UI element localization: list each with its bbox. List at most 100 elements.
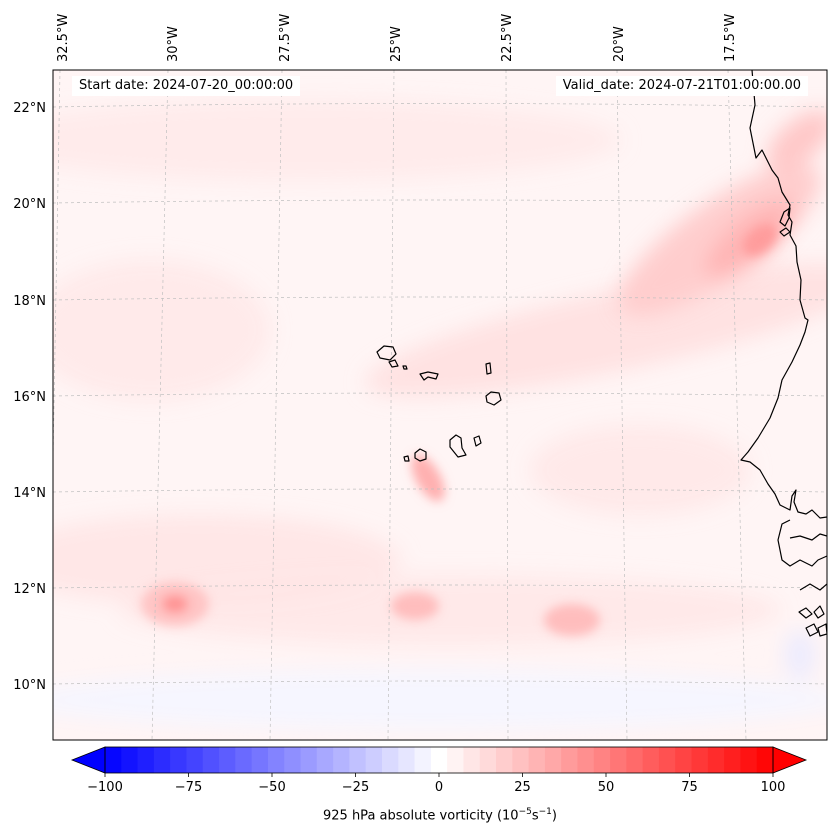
colorbar-cell	[235, 747, 253, 773]
colorbar-cell	[528, 747, 546, 773]
colorbar-ticks: −100 −75 −50 −25 0 25 50 75 100	[87, 773, 785, 795]
bissagos-island-2	[813, 605, 825, 619]
colorbar-cell	[544, 747, 562, 773]
colorbar-cell	[675, 747, 692, 773]
island-boa-vista	[485, 391, 502, 406]
lon-label-2: 27.5°W	[278, 14, 293, 62]
colorbar-cell	[593, 747, 611, 773]
colorbar-cell	[756, 747, 774, 773]
lon-label-6: 17.5°W	[723, 14, 738, 62]
parallel-12n	[53, 584, 827, 589]
island-santiago	[449, 434, 467, 458]
colorbar-cell	[610, 747, 627, 773]
parallel-18n	[53, 296, 827, 301]
bg-band-north	[53, 100, 620, 180]
colorbar-cell	[284, 747, 301, 773]
bissagos-island-1	[798, 607, 813, 619]
coastlines	[376, 70, 827, 637]
colorbar-cell	[398, 747, 415, 773]
island-fogo	[414, 448, 427, 462]
lon-label-0: 32.5°W	[56, 14, 71, 62]
meridian-25w	[387, 70, 395, 740]
valid-date-label: Valid_date: 2024-07-21T01:00:00.00	[555, 76, 808, 96]
parallel-16n	[53, 392, 827, 397]
colorbar-cell	[137, 747, 155, 773]
parallel-14n	[53, 488, 827, 493]
bg-band-southeast	[530, 425, 750, 515]
bissagos-island-4	[817, 623, 827, 637]
lat-label-4: 14°N	[13, 486, 46, 501]
neg-spot-east	[785, 630, 815, 680]
colorbar-cell	[626, 747, 644, 773]
bissagos-coast	[799, 583, 827, 591]
coast-north-streak	[766, 110, 827, 170]
meridian-17-5w	[727, 70, 747, 740]
colorbar-high-extension	[772, 746, 808, 774]
colorbar-cell	[691, 747, 709, 773]
colorbar-title-end: )	[551, 808, 557, 824]
meridian-27-5w	[269, 70, 283, 740]
colorbar-cell	[658, 747, 676, 773]
colorbar-tick-label: 50	[598, 780, 615, 795]
colorbar-cell	[479, 747, 497, 773]
map-frame	[52, 69, 828, 741]
colorbar-cell	[447, 747, 464, 773]
lon-label-1: 30°W	[166, 26, 181, 62]
colorbar-tick-label: −25	[342, 780, 369, 795]
lat-label-1: 20°N	[13, 197, 46, 212]
lat-label-3: 16°N	[13, 390, 46, 405]
colorbar-cell	[251, 747, 269, 773]
island-sal	[485, 362, 492, 375]
colorbar-cell	[577, 747, 595, 773]
coast-core	[742, 224, 778, 256]
colorbar-cell	[316, 747, 334, 773]
colorbar-cell	[121, 747, 138, 773]
colorbar-title-mid: s	[531, 808, 539, 824]
colorbar-tick-label: 100	[761, 780, 786, 795]
colorbar-cell	[365, 747, 383, 773]
bg-band-west	[53, 260, 270, 400]
lon-label-4: 22.5°W	[500, 14, 515, 62]
colorbar-tick-label: −100	[87, 780, 123, 795]
colorbar-title-exp1: −5	[518, 807, 532, 817]
colorbar-tick-label: 75	[681, 780, 698, 795]
colorbar-tick-label: −75	[175, 780, 202, 795]
colorbar-title: 925 hPa absolute vorticity (10−5s−1)	[0, 807, 837, 823]
colorbar-cell	[740, 747, 758, 773]
bg-band-south	[120, 575, 780, 645]
meridian-20w	[616, 70, 628, 740]
colorbar-cell	[186, 747, 204, 773]
bg-band-mid	[365, 263, 827, 397]
meridian-30w	[151, 70, 169, 740]
parallel-10n	[53, 680, 827, 685]
colorbar-cell	[333, 747, 350, 773]
lat-label-6: 10°N	[13, 678, 46, 693]
colorbar-tick-label: 25	[514, 780, 531, 795]
colorbar-cell	[463, 747, 481, 773]
lon-label-3: 25°W	[389, 26, 404, 62]
colorbar-cell	[105, 747, 122, 773]
colorbar-title-exp2: −1	[538, 807, 552, 817]
vortex-sw-core	[162, 595, 188, 613]
colorbar-cell	[202, 747, 220, 773]
neg-band-south	[53, 670, 827, 730]
lee-streak	[411, 454, 445, 502]
colorbar-cell	[349, 747, 367, 773]
island-sao-nicolau	[419, 371, 439, 381]
colorbar-cell	[267, 747, 285, 773]
colorbar-low-extension	[70, 746, 106, 774]
colorbar-cell	[300, 747, 318, 773]
meridian-22-5w	[505, 70, 509, 740]
colorbar: −100 −75 −50 −25 0 25 50 75 100	[70, 746, 808, 795]
colorbar-cells	[105, 747, 774, 773]
island-sao-vicente	[388, 359, 399, 368]
colorbar-cell	[430, 747, 448, 773]
colorbar-tick-label: 0	[435, 780, 443, 795]
vortex-se	[544, 604, 600, 636]
island-santa-luzia	[402, 365, 408, 370]
graticule	[53, 70, 827, 740]
colorbar-cell	[642, 747, 660, 773]
parallel-20n	[53, 199, 827, 204]
colorbar-cell	[512, 747, 530, 773]
colorbar-tick-label: −50	[258, 780, 285, 795]
